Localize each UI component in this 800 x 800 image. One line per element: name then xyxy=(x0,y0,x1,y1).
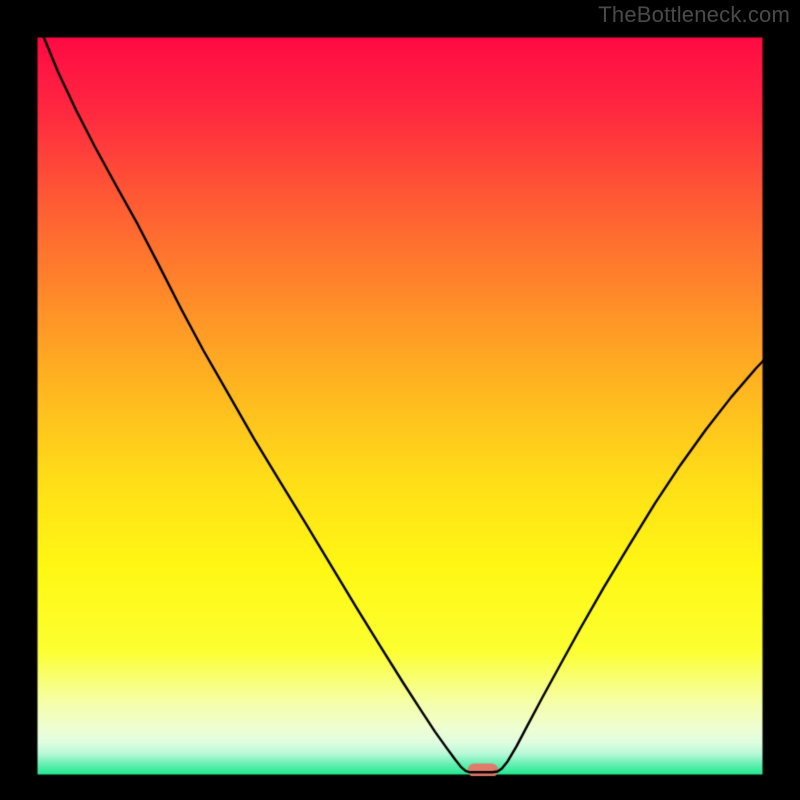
attribution-text: TheBottleneck.com xyxy=(598,2,790,28)
curve-layer xyxy=(0,0,800,800)
stage: TheBottleneck.com xyxy=(0,0,800,800)
